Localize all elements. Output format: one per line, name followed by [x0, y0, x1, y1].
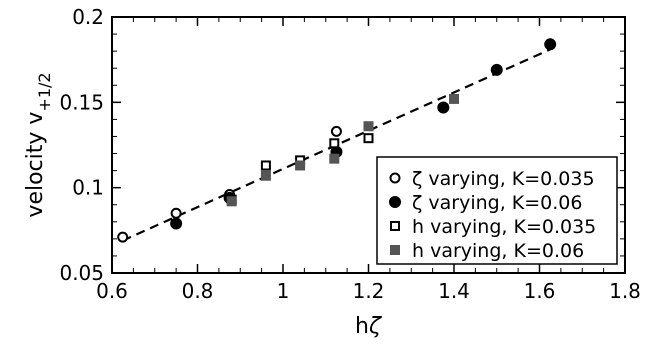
svg-text:hζ: hζ: [355, 314, 382, 339]
x-axis-label-text: h: [355, 314, 369, 339]
data-point-series-4: [449, 93, 459, 104]
data-points: [117, 38, 557, 243]
data-point-series-1: [170, 207, 182, 219]
data-point-series-4: [260, 170, 271, 181]
x-axis-label: hζ: [355, 314, 382, 339]
x-tick-label: 0.6: [96, 279, 128, 303]
legend-marker-series-3: [390, 221, 400, 231]
data-point-series-1: [330, 125, 342, 137]
data-point-series-2: [170, 217, 183, 230]
data-point-series-4: [329, 153, 340, 164]
data-point-series-3: [329, 138, 340, 149]
data-point-series-2: [544, 38, 557, 51]
plot-frame: [111, 16, 626, 274]
data-point-series-4: [363, 121, 374, 132]
legend-label-series-3: h varying, K=0.035: [412, 216, 596, 238]
y-tick-label: 0.1: [72, 176, 104, 200]
data-point-series-2: [437, 101, 450, 114]
legend-marker-series-4: [390, 245, 400, 255]
tick-labels: 0.6 0.8 1 1.2 1.4 1.6 1.8 0.05 0.1 0.15 0.2: [59, 5, 640, 303]
x-axis-label-symbol: ζ: [368, 314, 382, 339]
svg-text:velocity v+1/2: velocity v+1/2: [23, 72, 54, 217]
legend-label-series-1: ζ varying, K=0.035: [412, 168, 595, 190]
data-point-series-1: [117, 231, 129, 243]
legend-label-series-2: ζ varying, K=0.06: [412, 192, 582, 214]
data-point-series-3: [363, 133, 374, 144]
y-tick-label: 0.05: [59, 261, 104, 285]
data-point-series-3: [260, 160, 271, 171]
fit-line: [122, 48, 551, 242]
legend-label-series-4: h varying, K=0.06: [412, 240, 584, 262]
data-point-series-4: [226, 196, 237, 207]
x-tick-label: 0.8: [182, 279, 214, 303]
x-tick-label: 1.4: [438, 279, 470, 303]
fit-line-layer: [122, 48, 551, 242]
data-point-series-2: [490, 63, 503, 76]
x-tick-label: 1.2: [353, 279, 385, 303]
y-axis-label-subscript: +1/2: [35, 72, 54, 111]
legend-marker-series-1: [389, 172, 401, 184]
y-axis-label-text: velocity v: [23, 112, 48, 218]
y-tick-label: 0.15: [59, 90, 104, 114]
legend-box: [376, 156, 618, 265]
y-axis-label: velocity v+1/2: [23, 72, 54, 217]
x-tick-label: 1.6: [524, 279, 556, 303]
y-tick-label: 0.2: [72, 5, 104, 29]
legend-marker-series-2: [389, 196, 401, 208]
x-tick-label: 1: [277, 279, 290, 303]
data-point-series-4: [295, 160, 306, 171]
x-tick-label: 1.8: [609, 279, 641, 303]
